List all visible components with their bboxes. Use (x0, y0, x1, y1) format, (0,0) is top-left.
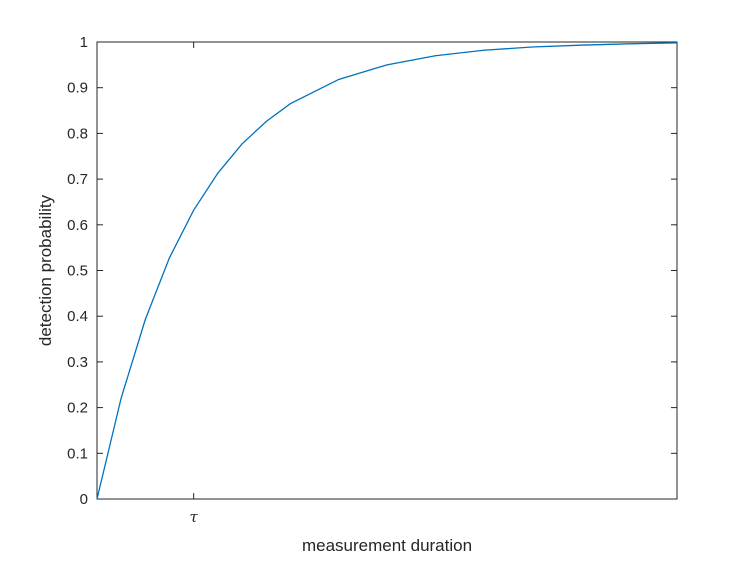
y-axis-title: detection probability (36, 194, 55, 346)
y-tick-label: 0.4 (67, 308, 88, 325)
plot-frame (96, 41, 678, 500)
y-tick-label: 0.7 (67, 171, 88, 188)
y-tick-label: 0.9 (67, 80, 88, 97)
y-tick-label: 0.3 (67, 354, 88, 371)
x-axis: τ (190, 42, 199, 526)
y-tick-label: 0.8 (67, 125, 88, 142)
y-axis: 0 0.1 0.2 0.3 0.4 0.5 0.6 0.7 0.8 0.9 1 (67, 34, 677, 508)
x-axis-title: measurement duration (302, 536, 472, 555)
y-tick-label: 0.1 (67, 445, 88, 462)
y-tick-label: 0.2 (67, 400, 88, 417)
y-tick-label: 1 (80, 34, 88, 51)
y-tick-label: 0.6 (67, 217, 88, 234)
series-line (96, 42, 678, 500)
y-tick-label: 0 (80, 491, 88, 508)
y-tick-label: 0.5 (67, 263, 88, 280)
x-tick-label-tau: τ (190, 508, 199, 526)
plot-area (96, 41, 678, 500)
